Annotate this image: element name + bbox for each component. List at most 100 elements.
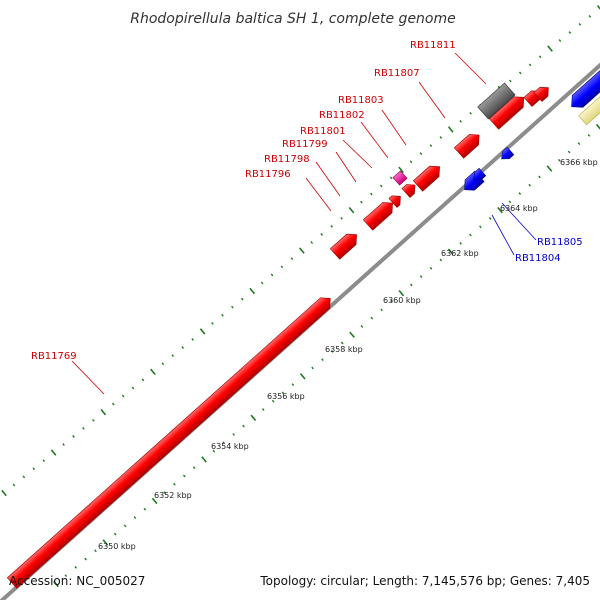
major-tick	[1, 489, 7, 497]
scale-label: 6362 kbp	[441, 249, 479, 258]
minor-tick	[567, 150, 571, 154]
gene-arrow-reverse[interactable]	[498, 146, 515, 162]
gene-arrow-forward[interactable]	[533, 83, 552, 102]
minor-tick	[379, 184, 383, 188]
gene-arrow-rb11803[interactable]	[412, 161, 444, 192]
gene-label-rb11802[interactable]: RB11802	[319, 110, 365, 121]
gene-arrow-rb11798[interactable]	[362, 198, 397, 231]
major-tick	[348, 206, 355, 214]
major-tick	[398, 166, 404, 174]
scale-label: 6356 kbp	[267, 392, 305, 401]
minor-tick	[191, 338, 194, 341]
minor-tick	[429, 144, 433, 147]
gene-label-rb11804[interactable]: RB11804	[515, 253, 561, 264]
minor-tick	[121, 394, 125, 398]
gene-label-rb11811[interactable]: RB11811	[410, 40, 456, 51]
minor-tick	[578, 23, 582, 26]
gene-label-rb11801[interactable]: RB11801	[300, 126, 346, 137]
major-tick	[151, 497, 158, 505]
minor-tick	[271, 399, 275, 403]
feature-block-gray[interactable]	[477, 82, 516, 120]
minor-tick	[469, 233, 472, 237]
minor-tick	[22, 475, 26, 479]
gene-label-rb11796[interactable]: RB11796	[245, 169, 291, 180]
minor-tick	[557, 158, 561, 162]
major-tick	[299, 373, 306, 380]
gene-label-rb11798[interactable]: RB11798	[264, 154, 310, 165]
gene-arrow-rb11811[interactable]	[488, 92, 528, 130]
minor-tick	[380, 308, 383, 312]
major-tick	[497, 206, 503, 214]
minor-tick	[123, 524, 127, 528]
minor-tick	[192, 466, 196, 470]
minor-tick	[242, 424, 245, 428]
minor-tick	[558, 39, 562, 42]
minor-tick	[439, 258, 443, 262]
minor-tick	[469, 111, 472, 115]
minor-tick	[131, 386, 135, 390]
minor-tick	[321, 358, 324, 362]
minor-tick	[62, 443, 65, 446]
gene-label-rb11807[interactable]: RB11807	[374, 68, 420, 79]
scale-labels: 6350 kbp 6352 kbp 6354 kbp 6356 kbp 6358…	[98, 158, 598, 551]
minor-tick	[370, 192, 373, 196]
major-tick	[547, 45, 553, 52]
minor-tick	[488, 217, 492, 220]
minor-tick	[330, 225, 333, 228]
minor-tick	[340, 216, 343, 220]
major-tick	[50, 449, 57, 456]
scale-label: 6358 kbp	[325, 345, 363, 354]
minor-tick	[310, 241, 314, 244]
minor-tick	[518, 192, 522, 195]
scale-label: 6352 kbp	[154, 491, 192, 500]
map-title: Rhodopirellula baltica SH 1, complete ge…	[130, 11, 456, 27]
accession-text: Accession: NC_005027	[9, 574, 145, 588]
minor-tick	[291, 383, 295, 386]
minor-tick	[240, 297, 244, 301]
minor-tick	[72, 435, 75, 438]
gene-arrow-rb11769[interactable]	[6, 293, 335, 589]
minor-tick	[360, 200, 363, 204]
minor-tick	[568, 31, 572, 34]
feature-block-pale[interactable]	[578, 95, 600, 126]
minor-tick	[509, 79, 512, 83]
gene-label-rb11805[interactable]: RB11805	[537, 237, 583, 248]
minor-tick	[181, 346, 185, 349]
gene-label-rb11803[interactable]: RB11803	[338, 95, 384, 106]
minor-tick	[370, 316, 374, 320]
minor-tick	[222, 441, 226, 445]
major-tick	[201, 456, 207, 463]
gene-arrow-rb11796[interactable]	[329, 229, 361, 260]
minor-tick	[260, 281, 264, 285]
minor-tick	[587, 133, 591, 137]
minor-tick	[409, 283, 413, 287]
rna-gene-rb11802[interactable]	[392, 170, 408, 186]
gene-arrow-rb11807[interactable]	[453, 130, 483, 159]
gene-label-rb11769[interactable]: RB11769	[31, 351, 77, 362]
minor-tick	[419, 152, 423, 156]
gene-arrow-rb11801[interactable]	[401, 181, 419, 198]
major-tick	[100, 408, 107, 416]
minor-tick	[528, 63, 532, 67]
minor-tick	[261, 408, 265, 411]
gene-arrow-rb11799[interactable]	[388, 192, 404, 208]
minor-tick	[459, 241, 462, 245]
gene-arrow-reverse[interactable]	[566, 65, 600, 113]
minor-tick	[143, 507, 147, 511]
minor-tick	[82, 426, 85, 430]
gene-labels: RB11769 RB11796 RB11798 RB11799 RB11801 …	[31, 40, 583, 362]
minor-tick	[528, 183, 532, 187]
major-tick	[249, 287, 256, 295]
gene-label-rb11799[interactable]: RB11799	[282, 139, 328, 150]
minor-tick	[479, 225, 482, 229]
reverse-strand-genes	[464, 65, 600, 191]
forward-strand-tick-row	[1, 5, 600, 497]
major-tick	[595, 123, 600, 130]
major-tick	[349, 331, 355, 338]
scale-tick-row	[53, 123, 600, 588]
minor-tick	[231, 305, 234, 309]
minor-tick	[538, 175, 541, 179]
major-tick	[398, 289, 405, 297]
gene-arrow-rb11805[interactable]	[470, 167, 487, 183]
major-tick	[298, 247, 305, 254]
